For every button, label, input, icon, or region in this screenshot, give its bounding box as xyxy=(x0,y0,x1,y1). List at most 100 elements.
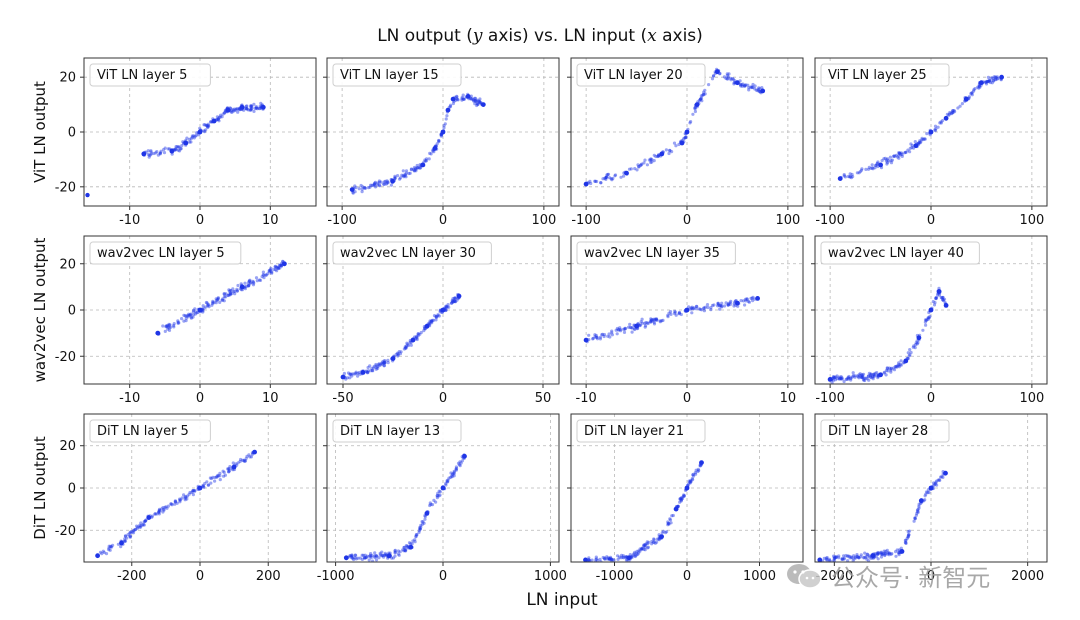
data-point xyxy=(751,295,755,299)
data-point xyxy=(437,489,441,493)
data-point xyxy=(938,121,942,125)
data-point xyxy=(350,374,354,378)
data-point xyxy=(365,371,370,375)
data-point xyxy=(417,530,421,535)
data-point xyxy=(473,96,478,100)
data-point xyxy=(885,368,889,372)
data-point xyxy=(633,554,637,559)
data-point xyxy=(637,165,641,169)
data-point xyxy=(644,324,648,328)
data-point xyxy=(939,120,943,124)
data-point xyxy=(415,337,419,342)
data-point xyxy=(379,363,383,367)
data-point xyxy=(649,319,653,323)
data-point xyxy=(233,107,237,111)
data-point xyxy=(651,317,656,321)
data-point xyxy=(608,556,613,561)
data-point xyxy=(845,377,849,381)
data-point xyxy=(879,550,883,554)
data-point xyxy=(837,554,841,558)
data-point xyxy=(652,537,656,541)
x-tick-label: -200 xyxy=(117,569,147,584)
data-point xyxy=(923,494,927,498)
data-point xyxy=(695,305,699,309)
data-point xyxy=(180,496,184,500)
data-point xyxy=(470,97,474,101)
data-point xyxy=(977,84,982,88)
data-point xyxy=(217,115,221,119)
data-point xyxy=(350,553,354,557)
data-point xyxy=(673,310,677,314)
data-point xyxy=(221,469,225,473)
data-point xyxy=(633,327,637,332)
data-point xyxy=(403,346,407,350)
data-point xyxy=(201,483,205,487)
data-point xyxy=(700,99,704,103)
data-point xyxy=(908,146,912,150)
data-point xyxy=(461,97,465,101)
data-point xyxy=(594,335,599,339)
data-point xyxy=(916,341,920,345)
data-point xyxy=(383,179,387,183)
x-tick-label: 0 xyxy=(439,213,447,228)
data-point xyxy=(632,552,636,556)
data-point xyxy=(869,372,873,376)
data-point xyxy=(209,120,213,124)
data-point xyxy=(282,261,287,267)
data-point xyxy=(928,307,934,313)
data-point xyxy=(193,312,198,316)
data-point xyxy=(684,129,690,135)
data-point xyxy=(660,319,664,323)
data-point xyxy=(995,77,999,81)
data-point xyxy=(683,136,687,140)
data-point xyxy=(452,469,456,473)
data-point xyxy=(644,320,648,325)
data-point xyxy=(639,547,644,551)
data-point xyxy=(744,299,748,303)
data-point xyxy=(694,102,700,107)
data-point xyxy=(743,297,748,301)
data-point xyxy=(590,558,594,562)
data-point xyxy=(732,82,736,86)
data-point xyxy=(191,488,196,493)
data-point xyxy=(860,375,864,379)
data-point xyxy=(992,75,996,79)
data-point xyxy=(658,319,662,323)
data-point xyxy=(191,315,195,319)
data-point xyxy=(607,557,612,561)
data-point xyxy=(274,265,278,269)
panel-label-box xyxy=(820,241,980,265)
data-point xyxy=(405,341,409,345)
data-point xyxy=(855,553,859,557)
data-point xyxy=(846,376,850,380)
data-point xyxy=(677,311,682,315)
data-point xyxy=(743,303,747,307)
data-point xyxy=(587,558,591,562)
data-point xyxy=(218,115,222,119)
data-point xyxy=(750,85,754,89)
data-point xyxy=(842,173,846,177)
data-point xyxy=(739,84,743,88)
data-point xyxy=(867,371,872,375)
data-point xyxy=(726,75,730,79)
data-point xyxy=(887,551,892,555)
data-point xyxy=(987,79,991,83)
data-point xyxy=(658,320,662,324)
data-point xyxy=(365,554,369,558)
data-point xyxy=(194,133,198,138)
data-point xyxy=(217,119,221,123)
panel-label: ViT LN layer 5 xyxy=(97,68,187,83)
data-point xyxy=(645,540,649,544)
data-point xyxy=(247,283,251,287)
data-point xyxy=(172,322,176,326)
data-point xyxy=(674,313,678,317)
data-point xyxy=(934,479,939,483)
data-point xyxy=(825,558,829,562)
data-point xyxy=(682,494,686,498)
data-point xyxy=(142,520,146,524)
data-point xyxy=(948,110,952,115)
data-point xyxy=(916,510,920,514)
data-point xyxy=(904,541,908,545)
data-point xyxy=(444,304,448,308)
data-point xyxy=(390,356,396,361)
